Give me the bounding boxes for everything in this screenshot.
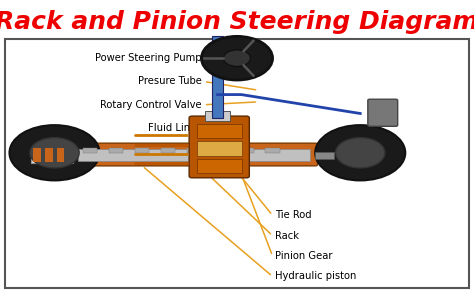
Bar	[5, 39, 469, 288]
Bar	[78, 149, 310, 161]
FancyBboxPatch shape	[189, 116, 249, 178]
FancyBboxPatch shape	[71, 143, 318, 166]
Bar	[83, 148, 97, 153]
Bar	[205, 111, 230, 121]
Text: Rotary Control Valve: Rotary Control Valve	[100, 100, 201, 110]
Bar	[31, 148, 73, 163]
Circle shape	[9, 125, 100, 180]
Bar	[109, 148, 123, 153]
Bar	[197, 159, 242, 173]
Circle shape	[201, 36, 273, 80]
Bar	[47, 146, 365, 159]
Bar	[212, 36, 223, 118]
Text: Rack: Rack	[275, 231, 299, 241]
Bar	[315, 152, 334, 159]
Circle shape	[30, 138, 79, 168]
Bar	[239, 148, 254, 153]
Bar	[265, 148, 280, 153]
Bar	[33, 148, 41, 162]
Circle shape	[315, 125, 405, 180]
Circle shape	[336, 138, 385, 168]
Bar	[57, 148, 64, 162]
Text: Rack and Pinion Steering Diagram: Rack and Pinion Steering Diagram	[0, 10, 474, 34]
Text: Hydraulic piston: Hydraulic piston	[275, 272, 356, 281]
Text: Power Steering Pump: Power Steering Pump	[95, 53, 201, 63]
Bar	[213, 148, 228, 153]
Bar	[161, 148, 175, 153]
Text: Presure Tube: Presure Tube	[137, 77, 201, 86]
Circle shape	[224, 50, 250, 67]
Bar	[197, 124, 242, 138]
Bar	[187, 148, 201, 153]
Bar	[197, 141, 242, 156]
Text: Fluid Lines: Fluid Lines	[148, 123, 201, 133]
Text: Tie Rod: Tie Rod	[275, 210, 311, 220]
FancyBboxPatch shape	[368, 99, 398, 126]
Bar	[45, 148, 53, 162]
Text: Pinion Gear: Pinion Gear	[275, 251, 332, 261]
Bar	[135, 148, 149, 153]
